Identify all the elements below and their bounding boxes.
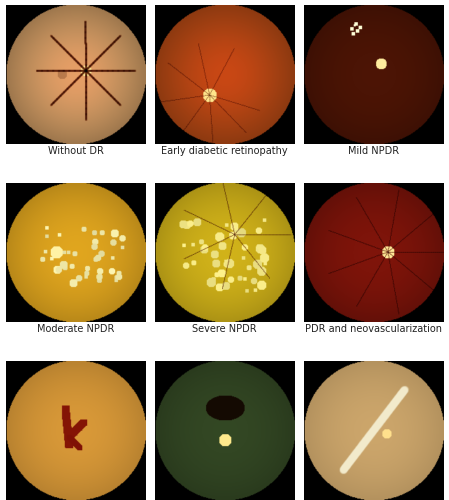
Text: Without DR: Without DR	[48, 146, 103, 156]
Text: Severe NPDR: Severe NPDR	[192, 324, 257, 334]
Text: Early diabetic retinopathy: Early diabetic retinopathy	[161, 146, 288, 156]
Text: Moderate NPDR: Moderate NPDR	[37, 324, 114, 334]
Text: Mild NPDR: Mild NPDR	[348, 146, 399, 156]
Text: PDR and neovascularization: PDR and neovascularization	[305, 324, 442, 334]
